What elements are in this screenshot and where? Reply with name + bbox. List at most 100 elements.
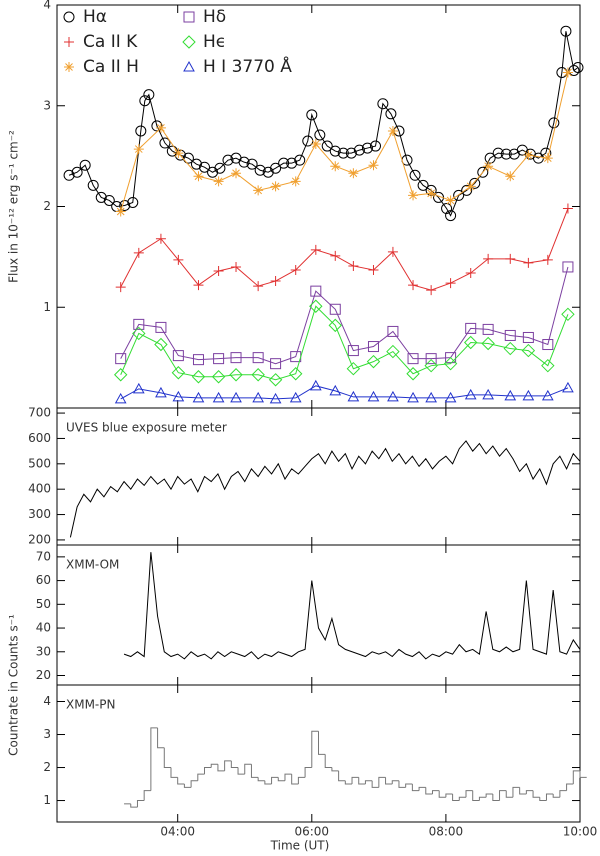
marker bbox=[230, 391, 242, 403]
step-bin bbox=[224, 760, 232, 771]
marker bbox=[453, 189, 465, 201]
marker bbox=[213, 353, 225, 365]
marker bbox=[229, 368, 243, 382]
marker bbox=[253, 281, 264, 292]
marker bbox=[444, 391, 457, 403]
marker bbox=[345, 147, 357, 159]
marker bbox=[155, 233, 166, 244]
marker bbox=[337, 147, 349, 159]
x-tick-label: 06:00 bbox=[294, 825, 329, 839]
marker bbox=[133, 144, 144, 155]
series-line bbox=[68, 31, 579, 217]
step-bin bbox=[291, 774, 299, 785]
step-bin bbox=[445, 793, 453, 798]
marker bbox=[482, 323, 494, 335]
step-bin bbox=[183, 784, 192, 788]
marker bbox=[151, 120, 163, 132]
marker bbox=[231, 261, 242, 272]
marker bbox=[290, 176, 301, 187]
marker bbox=[246, 158, 258, 170]
step-bin bbox=[150, 727, 158, 791]
step-bin bbox=[250, 764, 259, 778]
step-bin bbox=[431, 790, 440, 794]
marker bbox=[79, 159, 91, 171]
x-tick-label: 04:00 bbox=[160, 825, 195, 839]
y-tick-label: 50 bbox=[36, 597, 51, 611]
step-bin bbox=[364, 780, 373, 785]
legend-marker bbox=[183, 11, 195, 23]
marker bbox=[369, 140, 381, 152]
marker bbox=[366, 354, 381, 369]
series bbox=[114, 379, 574, 404]
marker bbox=[542, 339, 554, 351]
step-bin bbox=[230, 760, 239, 769]
step-bin bbox=[411, 784, 420, 792]
marker bbox=[562, 67, 573, 78]
marker bbox=[191, 370, 206, 384]
step-bin bbox=[552, 793, 560, 798]
marker bbox=[193, 171, 204, 182]
marker bbox=[119, 199, 131, 211]
series bbox=[115, 203, 573, 296]
marker bbox=[560, 25, 572, 37]
marker bbox=[408, 190, 419, 201]
marker bbox=[387, 246, 398, 257]
marker bbox=[483, 253, 494, 264]
step-bin bbox=[465, 790, 473, 798]
marker bbox=[481, 336, 495, 351]
step-bin bbox=[458, 796, 467, 801]
step-bin bbox=[499, 790, 507, 801]
y-tick-label: 500 bbox=[28, 456, 51, 470]
legend-label: Hδ bbox=[203, 7, 226, 27]
legend-marker bbox=[64, 37, 74, 47]
step-bin bbox=[344, 780, 353, 785]
marker bbox=[286, 157, 298, 169]
marker bbox=[482, 388, 494, 400]
marker bbox=[63, 169, 75, 181]
step-bin bbox=[271, 776, 279, 785]
step-bin bbox=[304, 767, 312, 778]
legend-label: Hα bbox=[83, 7, 107, 27]
marker bbox=[407, 353, 419, 365]
marker bbox=[541, 358, 555, 373]
marker bbox=[367, 341, 379, 353]
step-bin bbox=[545, 793, 554, 801]
marker bbox=[464, 388, 477, 400]
y-tick-label: 300 bbox=[28, 507, 51, 521]
y-tick-label: 200 bbox=[28, 532, 51, 546]
marker bbox=[154, 337, 168, 352]
marker bbox=[562, 381, 574, 393]
step-bin bbox=[566, 783, 574, 791]
marker bbox=[385, 108, 397, 120]
series-line bbox=[120, 72, 569, 212]
marker bbox=[445, 352, 457, 364]
legend-label: Ca II H bbox=[83, 57, 139, 77]
marker bbox=[521, 343, 536, 358]
step-bin bbox=[492, 793, 500, 802]
step-bin bbox=[525, 790, 534, 794]
x-axis-label: Time (UT) bbox=[270, 839, 330, 853]
marker bbox=[231, 168, 242, 179]
marker bbox=[192, 391, 205, 403]
marker bbox=[254, 164, 266, 176]
series-line bbox=[120, 305, 569, 381]
marker bbox=[222, 154, 234, 166]
series-line bbox=[120, 266, 569, 365]
marker bbox=[115, 282, 126, 293]
marker bbox=[115, 206, 126, 217]
step-bin bbox=[418, 786, 426, 791]
step-bin bbox=[331, 767, 339, 772]
marker bbox=[309, 299, 323, 313]
y-tick-label: 1 bbox=[43, 300, 51, 314]
y-axis-label: Flux in 10⁻¹² erg s⁻¹ cm⁻² bbox=[7, 130, 21, 283]
marker bbox=[407, 391, 419, 403]
series bbox=[113, 299, 575, 387]
marker bbox=[310, 244, 321, 255]
marker bbox=[346, 361, 361, 376]
y-tick-label: 1 bbox=[43, 793, 51, 807]
marker bbox=[561, 307, 575, 322]
marker bbox=[477, 166, 489, 178]
legend-label: Hϵ bbox=[203, 32, 226, 52]
marker bbox=[278, 157, 290, 169]
